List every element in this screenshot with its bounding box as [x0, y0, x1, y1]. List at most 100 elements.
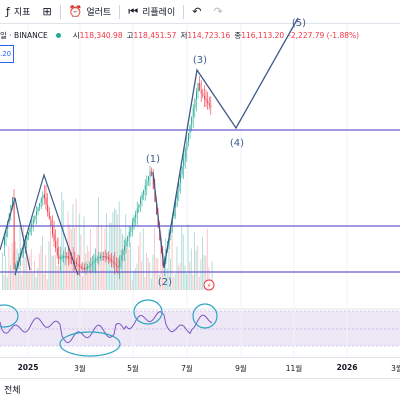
candle-body	[124, 245, 125, 251]
alarm-clock-icon: ⏰	[68, 5, 83, 18]
high-value: 118,451.57	[133, 30, 177, 40]
wave-label-4: (4)	[230, 138, 244, 149]
indicators-button[interactable]: ƒ 지표	[0, 0, 36, 24]
candle-body	[45, 197, 47, 205]
candle-body	[16, 261, 18, 266]
volume-bar	[78, 213, 80, 290]
candle-body	[208, 103, 210, 106]
volume-bar	[91, 256, 93, 290]
candle-body	[87, 266, 89, 269]
volume-bar	[189, 261, 191, 290]
volume-bar	[82, 276, 83, 290]
candle-body	[120, 255, 122, 260]
candle-body	[180, 174, 181, 183]
volume-bar	[115, 209, 117, 290]
volume-bar	[3, 275, 5, 290]
candle-body	[79, 265, 81, 268]
volume-bar	[158, 274, 160, 290]
undo-button[interactable]: ↶	[186, 0, 207, 24]
toolbar-divider	[119, 4, 121, 19]
volume-bar	[181, 226, 183, 290]
candle-body	[140, 199, 141, 204]
replay-button[interactable]: ⏮ 리플레이	[122, 0, 181, 24]
volume-bar	[32, 272, 34, 290]
redo-button[interactable]: ↷	[207, 0, 228, 24]
candle-body	[26, 236, 28, 241]
candle-body	[194, 99, 196, 108]
volume-bar	[61, 191, 63, 290]
open-label: 시	[72, 30, 80, 40]
candle-body	[183, 157, 185, 167]
symbol-name[interactable]: 일 · BINANCE	[0, 30, 48, 40]
candle-body	[178, 182, 180, 192]
circle-annotation	[59, 331, 121, 357]
volume-bar	[147, 257, 149, 290]
candle-body	[156, 202, 157, 215]
volume-bar	[182, 234, 184, 290]
candle-body	[12, 197, 13, 205]
redo-icon: ↷	[213, 5, 223, 18]
candle-body	[210, 105, 212, 108]
volume-bar	[173, 276, 175, 290]
candle-body	[90, 264, 92, 266]
candle-body	[144, 185, 146, 191]
candle-body	[122, 250, 124, 256]
volume-bar	[51, 255, 53, 290]
volume-bar	[206, 228, 208, 290]
undo-icon: ↶	[192, 5, 202, 18]
candle-body	[189, 124, 191, 133]
price-chart[interactable]: (1) (2) (3) (4) (5) ⚡	[0, 0, 400, 357]
replay-icon: ⏮	[128, 5, 139, 18]
candle-body	[106, 256, 108, 259]
candle-body	[5, 229, 7, 237]
volume-bar	[114, 208, 115, 290]
volume-bar	[208, 267, 210, 290]
volume-bar	[202, 236, 203, 290]
candle-body	[100, 256, 101, 258]
wave-label-1: (1)	[146, 154, 160, 165]
candle-body	[173, 207, 175, 217]
candle-body	[76, 262, 77, 265]
time-axis[interactable]: 2025 3월 5월 7월 9월 11월 2026 3월	[0, 357, 400, 377]
volume-bar	[170, 259, 171, 290]
volume-bar	[195, 250, 197, 290]
replay-label: 리플레이	[142, 8, 176, 18]
volume-bar	[187, 224, 189, 290]
volume-bar	[24, 256, 26, 290]
range-all-button[interactable]: 전체	[4, 386, 21, 396]
volume-bar	[134, 268, 136, 290]
volume-bar	[165, 238, 167, 290]
candle-body	[24, 240, 26, 245]
candle-body	[74, 261, 76, 263]
volume-bar	[149, 262, 151, 290]
circle-annotation	[0, 304, 19, 328]
time-tick: 2026	[336, 363, 358, 372]
top-toolbar: ƒ 지표 ⊞ ⏰ 얼러트 ⏮ 리플레이 ↶ ↷	[0, 0, 400, 24]
volume-bar	[174, 273, 176, 290]
volume-bar	[48, 241, 50, 290]
market-status-dot	[55, 32, 61, 38]
toolbar-divider	[59, 4, 61, 19]
candle-body	[37, 207, 39, 212]
volume-bar	[35, 277, 37, 290]
candle-body	[10, 205, 12, 213]
candle-body	[114, 263, 116, 265]
alert-button[interactable]: ⏰ 얼러트	[63, 0, 118, 24]
candle-body	[148, 176, 149, 181]
volume-bar	[162, 249, 163, 290]
volume-bar	[130, 242, 131, 290]
wave-label-3: (3)	[193, 55, 207, 66]
volume-bar	[112, 212, 114, 290]
volume-bar	[46, 279, 48, 290]
candle-body	[141, 194, 143, 200]
volume-bar	[144, 276, 146, 290]
candle-body	[135, 213, 137, 218]
low-label: 저	[180, 30, 188, 40]
candle-body	[127, 236, 129, 242]
candle-body	[117, 266, 119, 268]
grid-icon: ⊞	[42, 5, 52, 18]
volume-bar	[106, 213, 107, 290]
candle-body	[32, 219, 34, 224]
layout-button[interactable]: ⊞	[36, 0, 57, 24]
volume-bar	[179, 262, 181, 290]
